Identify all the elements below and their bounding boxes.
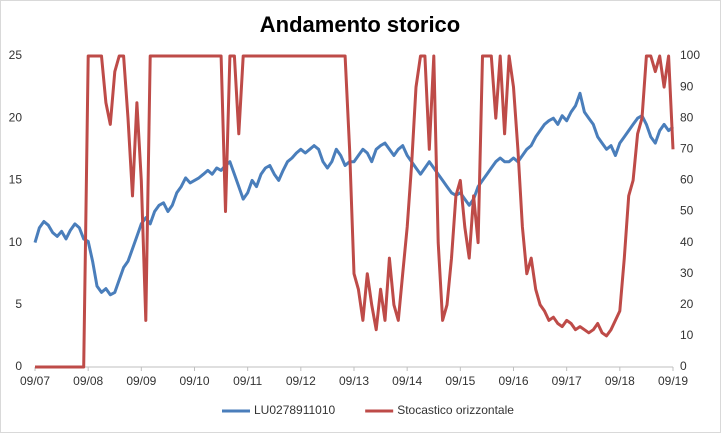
y2-tick-label: 80: [680, 110, 694, 124]
y2-tick-label: 70: [680, 141, 694, 155]
x-tick-label: 09/19: [658, 374, 688, 388]
y2-tick-label: 60: [680, 173, 694, 187]
x-tick-label: 09/15: [445, 374, 475, 388]
y-tick-label: 10: [9, 235, 23, 249]
y-tick-label: 5: [15, 297, 22, 311]
x-tick-label: 09/09: [126, 374, 156, 388]
y-tick-label: 25: [9, 48, 23, 62]
y-tick-label: 15: [9, 173, 23, 187]
x-tick-label: 09/17: [552, 374, 582, 388]
x-tick-label: 09/18: [605, 374, 635, 388]
y2-tick-label: 10: [680, 328, 694, 342]
legend-label: Stocastico orizzontale: [397, 403, 514, 417]
legend-label: LU0278911010: [254, 403, 336, 417]
x-tick-label: 09/08: [73, 374, 103, 388]
x-tick-label: 09/13: [339, 374, 369, 388]
series-line: [35, 54, 675, 369]
x-tick-label: 09/12: [286, 374, 316, 388]
y2-tick-label: 90: [680, 79, 694, 93]
x-tick-label: 09/14: [392, 374, 422, 388]
x-tick-label: 09/16: [498, 374, 528, 388]
y2-tick-label: 0: [680, 359, 687, 373]
x-tick-label: 09/10: [179, 374, 209, 388]
y2-tick-label: 20: [680, 297, 694, 311]
y2-tick-label: 50: [680, 204, 694, 218]
y-tick-label: 0: [15, 359, 22, 373]
y-tick-label: 20: [9, 110, 23, 124]
x-tick-label: 09/11: [233, 374, 262, 388]
chart-title: Andamento storico: [260, 12, 460, 37]
y2-tick-label: 40: [680, 235, 694, 249]
y2-tick-label: 30: [680, 266, 694, 280]
x-tick-label: 09/07: [20, 374, 50, 388]
y2-tick-label: 100: [680, 48, 700, 62]
